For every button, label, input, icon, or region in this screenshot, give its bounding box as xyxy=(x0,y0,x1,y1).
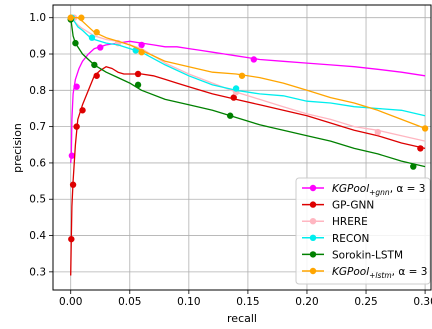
series-marker xyxy=(374,128,382,136)
series-marker xyxy=(250,56,258,63)
series-marker xyxy=(73,123,80,130)
series-line xyxy=(70,17,426,130)
legend-item: KGPool+lstm, α = 3 xyxy=(302,266,427,280)
x-tick-label: 0.10 xyxy=(177,296,200,308)
legend-marker xyxy=(309,201,317,208)
series-marker xyxy=(68,235,75,243)
y-tick-label: 0.5 xyxy=(29,194,46,206)
series-marker xyxy=(417,145,424,152)
legend-label: RECON xyxy=(332,233,369,245)
y-tick-label: 0.4 xyxy=(29,230,46,242)
series-marker xyxy=(230,94,237,101)
series-marker xyxy=(68,152,76,159)
series-marker xyxy=(138,41,145,49)
series-marker xyxy=(78,14,85,21)
series-marker xyxy=(93,29,100,36)
series-marker xyxy=(93,72,100,79)
series-marker xyxy=(421,125,429,132)
legend-label: GP-GNN xyxy=(332,200,374,212)
series-gp-gnn xyxy=(68,66,426,276)
y-tick-label: 0.8 xyxy=(29,85,46,97)
legend-label: KGPool+gnn, α = 3 xyxy=(332,183,425,197)
series-line xyxy=(70,40,426,163)
legend-label: HRERE xyxy=(332,216,368,228)
legend-marker xyxy=(309,234,317,241)
series-marker xyxy=(88,34,96,41)
series-marker xyxy=(226,112,234,119)
legend: KGPool+gnn, α = 3 GP-GNN HRERE RECON Sorokin… xyxy=(295,177,431,285)
series-marker xyxy=(79,107,86,114)
y-tick-label: 0.7 xyxy=(29,121,46,133)
series-marker xyxy=(67,14,74,21)
legend-item: HRERE xyxy=(302,216,368,228)
legend-label: KGPool+lstm, α = 3 xyxy=(332,266,427,280)
series-marker xyxy=(238,72,246,79)
series-marker xyxy=(134,70,142,78)
plot-frame xyxy=(52,4,432,291)
x-tick-label: 0.00 xyxy=(59,296,82,308)
x-tick-label: 0.05 xyxy=(118,296,141,308)
x-axis-label: recall xyxy=(227,312,257,325)
series-marker xyxy=(91,61,98,69)
legend-marker xyxy=(309,184,317,192)
legend-item: GP-GNN xyxy=(302,200,374,212)
legend-marker xyxy=(309,218,317,225)
x-tick-label: 0.25 xyxy=(354,296,377,308)
y-tick-label: 0.9 xyxy=(29,49,46,61)
x-tick-label: 0.20 xyxy=(295,296,318,308)
legend-item: KGPool+gnn, α = 3 xyxy=(302,183,425,197)
series-marker xyxy=(97,44,104,51)
legend-box xyxy=(295,177,431,285)
legend-marker xyxy=(309,251,317,258)
y-tick-label: 1.0 xyxy=(29,12,46,24)
series-marker xyxy=(410,163,417,170)
x-tick-label: 0.15 xyxy=(236,296,259,308)
legend-marker xyxy=(309,267,317,275)
x-tick-label: 0.30 xyxy=(413,296,432,308)
series-line xyxy=(70,17,426,117)
legend-label: Sorokin-LSTM xyxy=(332,249,403,261)
y-axis-label: precision xyxy=(11,123,24,173)
series-marker xyxy=(69,181,77,188)
series-kgpool-gnn-3 xyxy=(68,40,426,163)
series-marker xyxy=(134,81,142,89)
series-kgpool-lstm-3 xyxy=(67,14,429,132)
series-line xyxy=(70,17,426,168)
series-marker xyxy=(73,83,80,90)
y-tick-label: 0.6 xyxy=(29,157,46,169)
legend-item: RECON xyxy=(302,233,369,245)
series-layer xyxy=(67,14,429,276)
series-marker xyxy=(232,85,240,92)
series-marker xyxy=(138,48,145,56)
series-marker xyxy=(72,39,79,47)
y-axis-ticks: 0.3 0.4 0.5 0.6 0.7 0.8 0.9 1.0 xyxy=(29,12,53,278)
series-line xyxy=(70,17,426,142)
legend-item: Sorokin-LSTM xyxy=(302,249,403,261)
series-sorokin-lstm xyxy=(67,16,426,170)
x-axis-ticks: 0.00 0.05 0.10 0.15 0.20 0.25 0.30 xyxy=(59,290,432,308)
y-tick-label: 0.3 xyxy=(29,266,46,278)
